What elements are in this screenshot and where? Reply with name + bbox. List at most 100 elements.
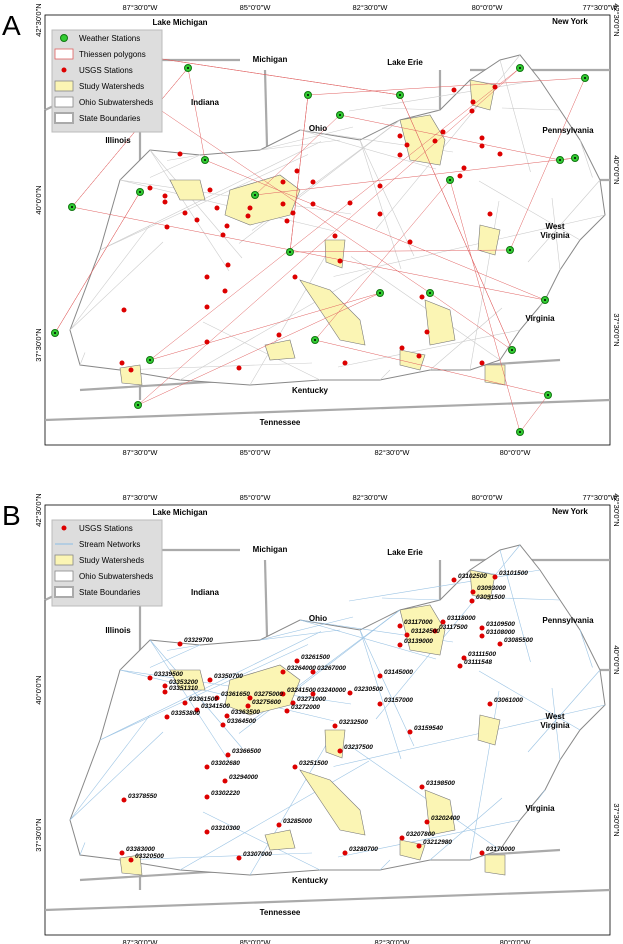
weather-station-dot (519, 431, 521, 433)
usgs-station (204, 304, 210, 310)
bottom-tick-label: 80°0'0"W (500, 448, 532, 457)
usgs-station (220, 722, 226, 728)
thiessen-polygon (509, 77, 586, 251)
station-label: 03111548 (464, 659, 492, 666)
thiessen-polygon (187, 67, 206, 161)
usgs-station (461, 165, 467, 171)
thiessen-polygon (339, 114, 561, 161)
right-tick-label: 40°0'0"N (612, 155, 621, 184)
stream (99, 644, 309, 741)
stream (501, 597, 561, 601)
usgs-station (407, 239, 413, 245)
panel-b: 03102500 03101500 03093000 03091500 03118000… (2, 493, 621, 944)
stream (166, 644, 201, 651)
usgs-station (469, 108, 475, 114)
thiessen-polygon (289, 94, 309, 253)
panel-label: A (2, 10, 21, 41)
subwatershed-line (379, 369, 391, 381)
station-label: 03117000 (404, 619, 433, 626)
study-watershed (224, 174, 301, 226)
usgs-station (440, 619, 446, 625)
legend-label: State Boundaries (79, 114, 140, 123)
subwatershed-line (202, 321, 321, 381)
usgs-station (347, 690, 353, 696)
left-tick-label: 40°0'0"N (34, 185, 43, 214)
usgs-station (280, 691, 286, 697)
bottom-tick-label: 85°0'0"W (240, 448, 272, 457)
study-watershed (299, 769, 366, 836)
bottom-tick-label: 87°30'0"W (122, 448, 158, 457)
usgs-station (236, 855, 242, 861)
region-label: Pennsylvania (542, 126, 594, 135)
station-label: 03363500 (231, 709, 260, 716)
station-label: 03093000 (477, 585, 506, 592)
usgs-station (290, 210, 296, 216)
usgs-station (497, 641, 503, 647)
station-label: 03117500 (439, 624, 468, 631)
usgs-station (162, 193, 168, 199)
stream (333, 704, 606, 767)
region-label: Virginia (525, 314, 555, 323)
usgs-station (247, 695, 253, 701)
station-label: 03237500 (344, 744, 373, 751)
usgs-station (479, 360, 485, 366)
top-tick-label: 82°30'0"W (352, 3, 388, 12)
usgs-station (214, 205, 220, 211)
usgs-station (222, 288, 228, 294)
stream (149, 644, 201, 668)
station-label: 03212980 (423, 839, 452, 846)
usgs-station (432, 628, 438, 634)
usgs-station (280, 179, 286, 185)
thiessen-polygon (149, 67, 521, 361)
station-label: 03109500 (486, 621, 515, 628)
legend-label: Study Watersheds (79, 82, 144, 91)
stream (69, 714, 151, 821)
usgs-station (399, 345, 405, 351)
station-label: 03108000 (486, 629, 515, 636)
station-label: 03139000 (404, 638, 433, 645)
region-label: Tennessee (259, 418, 301, 427)
station-label: 03320500 (135, 853, 164, 860)
stream (499, 549, 531, 663)
station-label: 03361650 (221, 691, 250, 698)
station-label: 03102500 (458, 573, 487, 580)
study-watershed (119, 854, 143, 876)
usgs-station (469, 598, 475, 604)
usgs-station (121, 307, 127, 313)
usgs-station (419, 784, 425, 790)
station-label: 03361500 (189, 696, 218, 703)
study-watershed (484, 854, 506, 876)
station-label: 03241500 (287, 687, 316, 694)
region-label: Ohio (308, 124, 328, 133)
weather-station-dot (71, 206, 73, 208)
usgs-station (236, 365, 242, 371)
top-tick-label: 85°0'0"W (240, 3, 272, 12)
station-label: 03061000 (494, 697, 523, 704)
subwatershed-line (166, 154, 201, 161)
usgs-station (424, 329, 430, 335)
region-label: Pennsylvania (542, 616, 594, 625)
usgs-station (224, 713, 230, 719)
usgs-station (337, 258, 343, 264)
subwatershed-line (299, 129, 437, 170)
right-tick-label: 37°30'0"N (612, 803, 621, 836)
region-label: Kentucky (291, 386, 328, 395)
subwatershed-line (238, 119, 401, 244)
subwatershed-line (478, 180, 581, 241)
subwatershed-line (119, 362, 313, 371)
stream (381, 597, 441, 601)
thiessen-polygon (307, 77, 586, 96)
subwatershed-line (375, 54, 521, 230)
usgs-station (128, 857, 134, 863)
thiessen-polygon (314, 339, 549, 396)
weather-station-dot (204, 159, 206, 161)
usgs-station (204, 339, 210, 345)
station-label: 03329700 (184, 637, 213, 644)
thiessen-polygon (54, 191, 141, 334)
stream (429, 797, 503, 861)
station-label: 03307000 (243, 851, 272, 858)
study-watershed (169, 669, 206, 691)
subwatershed-line (149, 149, 243, 259)
station-label: 03198500 (426, 780, 455, 787)
weather-station-dot (559, 159, 561, 161)
